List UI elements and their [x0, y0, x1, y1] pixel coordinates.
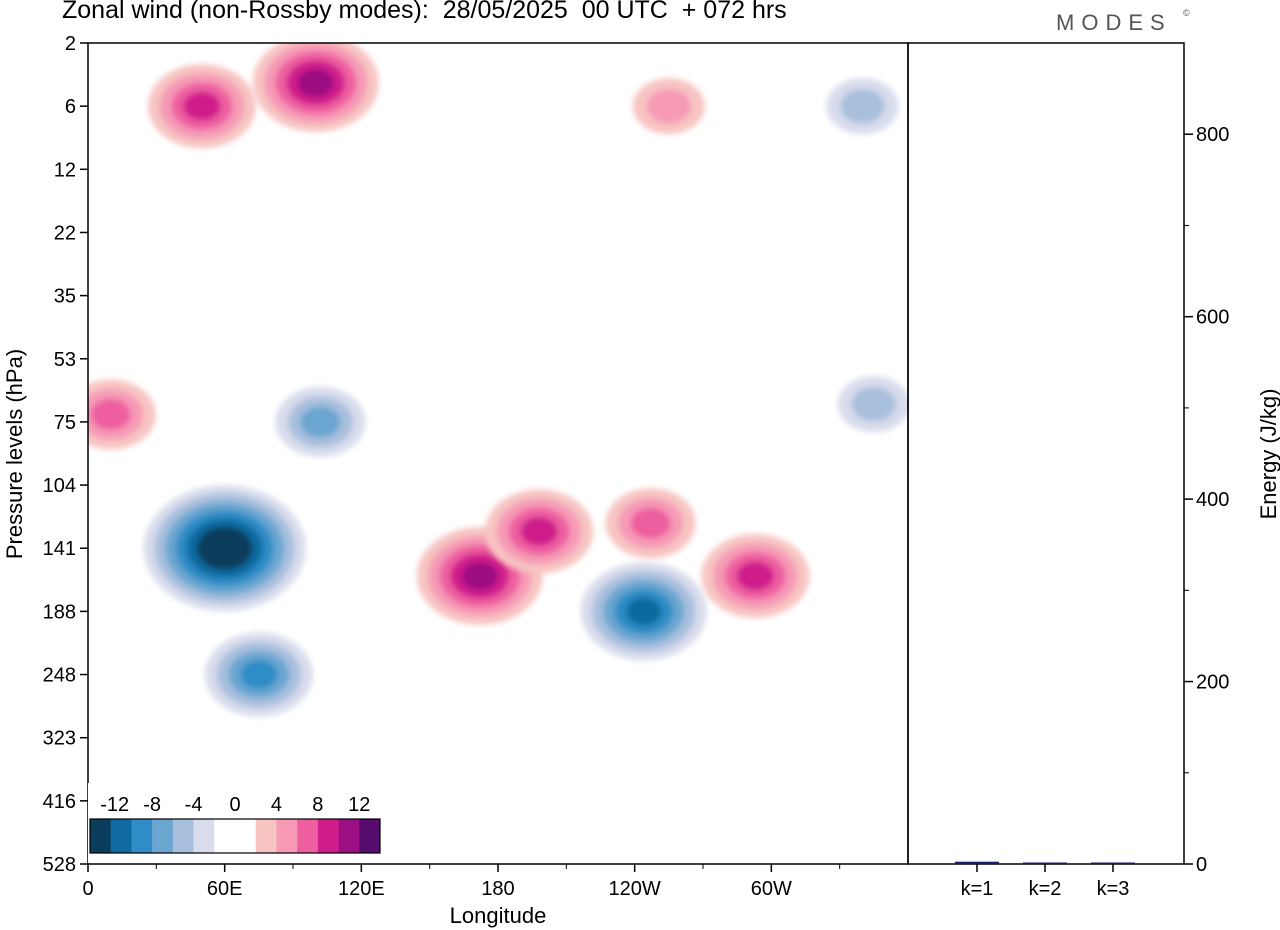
colorbar-label: -12	[100, 794, 129, 816]
wind-feature	[88, 379, 156, 450]
energy-tick-label: 0	[1196, 854, 1207, 876]
colorbar-swatch	[193, 819, 215, 853]
y-tick-label: 6	[65, 96, 76, 118]
y-tick-label: 12	[54, 159, 76, 181]
colorbar-swatch	[110, 819, 132, 853]
wind-feature	[252, 43, 379, 132]
colorbar-label: -4	[185, 794, 203, 816]
colorbar-label: 12	[348, 794, 370, 816]
energy-bar	[1023, 862, 1067, 864]
wind-feature	[204, 632, 313, 717]
colorbar-swatch	[276, 819, 298, 853]
colorbar-swatch	[297, 819, 319, 853]
y-tick-label: 528	[43, 854, 76, 876]
colorbar: -12 -8 -4 0 4 8 12	[88, 783, 382, 863]
brand-copyright-mark: ©	[1183, 8, 1190, 18]
energy-bar	[955, 861, 999, 864]
x-axis-title: Longitude	[450, 903, 547, 928]
x-tick-label: 60W	[751, 878, 792, 900]
energy-panel-frame	[907, 42, 1185, 865]
wind-feature	[826, 78, 899, 135]
y-tick-label: 188	[43, 601, 76, 623]
energy-tick-label: 400	[1196, 489, 1229, 511]
wind-feature-band	[183, 91, 221, 121]
wind-feature-band	[646, 88, 692, 124]
energy-category-label: k=3	[1097, 878, 1130, 900]
colorbar-swatch	[131, 819, 153, 853]
y-tick-label: 35	[54, 286, 76, 308]
wind-feature	[837, 376, 908, 433]
y-tick-label: 248	[43, 665, 76, 687]
wind-feature	[632, 78, 705, 135]
y-tick-label: 104	[43, 475, 76, 497]
wind-feature-band	[300, 406, 341, 438]
wind-feature-band	[90, 398, 131, 431]
y-tick-label: 53	[54, 349, 76, 371]
wind-feature	[143, 485, 306, 612]
wind-feature-band	[520, 516, 558, 546]
energy-tick-label: 600	[1196, 307, 1229, 329]
colorbar-swatch	[359, 819, 381, 853]
energy-category-label: k=1	[961, 878, 994, 900]
x-tick-label: 120W	[609, 878, 661, 900]
colorbar-swatch	[172, 819, 194, 853]
wind-feature-band	[736, 561, 775, 591]
colorbar-label: 4	[271, 794, 282, 816]
x-tick-label: 60E	[207, 878, 243, 900]
energy-tick-label: 200	[1196, 672, 1229, 694]
heatmap-field	[88, 43, 908, 717]
colorbar-swatch	[152, 819, 174, 853]
colorbar-swatch	[255, 819, 277, 853]
x-tick-label: 180	[481, 878, 514, 900]
y-tick-label: 75	[54, 412, 76, 434]
y-tick-label: 22	[54, 222, 76, 244]
wind-feature-band	[840, 88, 885, 124]
y-tick-label: 2	[65, 33, 76, 55]
energy-bar	[1091, 862, 1135, 864]
wind-feature	[701, 533, 810, 618]
y-tick-label: 416	[43, 791, 76, 813]
colorbar-label: 0	[229, 794, 240, 816]
colorbar-frame	[89, 818, 381, 854]
wind-feature-band	[297, 68, 334, 97]
colorbar-swatch	[214, 819, 236, 853]
wind-feature	[605, 488, 696, 559]
energy-axes: 0 200 400 600 800 k=1 k=2 k=3	[955, 124, 1229, 900]
heatmap-frame	[87, 42, 909, 865]
wind-feature-band	[240, 659, 278, 690]
colorbar-label: 8	[312, 794, 323, 816]
x-tick-label: 120E	[338, 878, 385, 900]
heatmap-axes: 0 60E 120E 180 120W 60W 2 6 12 22 35 53 75 104 141 188 2…	[43, 33, 841, 900]
brand-logo: MODES	[1056, 10, 1172, 35]
wind-feature	[147, 64, 256, 149]
y-axis-title: Pressure levels (hPa)	[2, 349, 27, 559]
wind-feature-band	[461, 561, 498, 590]
colorbar-swatch	[235, 819, 257, 853]
wind-feature-band	[625, 597, 662, 626]
colorbar-label: -8	[143, 794, 161, 816]
y-tick-label: 141	[43, 538, 76, 560]
energy-category-label: k=2	[1029, 878, 1062, 900]
wind-feature	[485, 489, 593, 574]
colorbar-swatch	[90, 819, 112, 853]
x-tick-label: 0	[82, 878, 93, 900]
wind-feature	[580, 562, 707, 661]
colorbar-swatch	[338, 819, 360, 853]
wind-feature-band	[207, 534, 242, 562]
chart-title: Zonal wind (non-Rossby modes): 28/05/202…	[62, 0, 787, 24]
colorbar-swatch	[317, 819, 339, 853]
energy-axis-title: Energy (J/kg)	[1256, 389, 1280, 520]
y-tick-label: 323	[43, 728, 76, 750]
wind-feature-band	[851, 386, 897, 422]
wind-feature-band	[630, 507, 671, 539]
energy-tick-label: 800	[1196, 124, 1229, 146]
wind-feature	[275, 386, 366, 457]
